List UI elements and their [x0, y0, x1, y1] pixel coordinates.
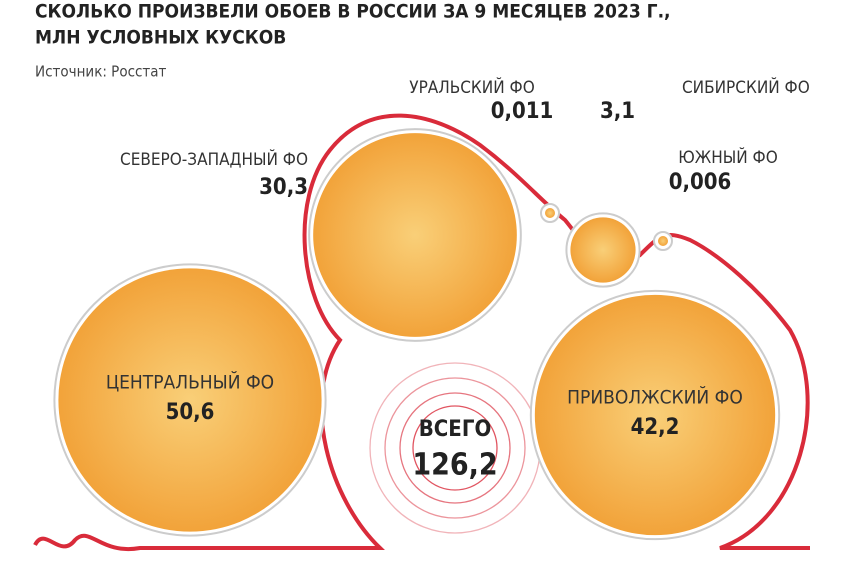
total-ring — [384, 377, 526, 519]
bubble — [534, 294, 776, 536]
bubble-label: СИБИРСКИЙ ФО — [682, 76, 810, 98]
bubble — [570, 217, 636, 283]
total-ring — [412, 405, 498, 491]
bubble-value: 0,011 — [491, 99, 554, 124]
chart-title: СКОЛЬКО ПРОИЗВЕЛИ ОБОЕВ В РОССИИ ЗА 9 МЕ… — [35, 1, 671, 23]
bubble-value: 0,006 — [669, 170, 732, 195]
bubble-value: 30,3 — [259, 175, 308, 200]
bubble-value: 3,1 — [600, 99, 635, 124]
total-label: ВСЕГО — [419, 417, 492, 442]
bubble-label: ЦЕНТРАЛЬНЫЙ ФО — [106, 371, 274, 394]
source: Источник: Росстат — [35, 63, 167, 81]
bubble-value: 50,6 — [166, 400, 215, 425]
bubble-label: СЕВЕРО-ЗАПАДНЫЙ ФО — [120, 148, 308, 170]
bubble-label: ПРИВОЛЖСКИЙ ФО — [567, 386, 743, 409]
bubble — [58, 268, 322, 532]
bubble-label: ЮЖНЫЙ ФО — [678, 146, 778, 168]
ribbon — [33, 113, 810, 552]
total-ring — [399, 392, 511, 504]
bubble — [313, 133, 517, 337]
bubble-value: 42,2 — [631, 415, 680, 440]
bubble — [545, 208, 555, 218]
bubble-label: УРАЛЬСКИЙ ФО — [409, 76, 534, 98]
chart-title: МЛН УСЛОВНЫХ КУСКОВ — [35, 27, 286, 49]
bubble — [658, 236, 668, 246]
total-value: 126,2 — [412, 448, 497, 483]
